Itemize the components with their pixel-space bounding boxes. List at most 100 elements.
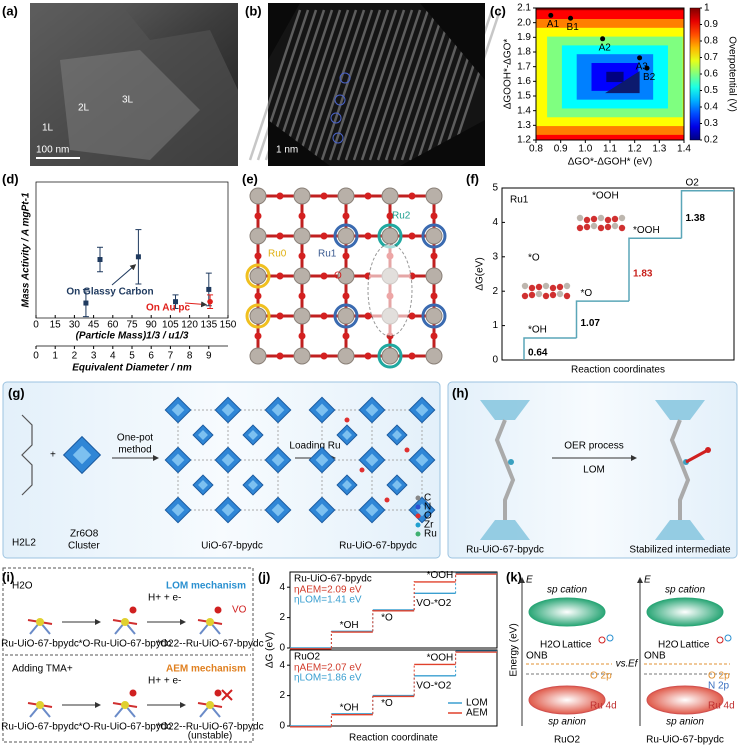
step-label: O2: [686, 177, 700, 188]
o-atom: [254, 212, 262, 220]
y-tick-label: 2: [279, 690, 285, 701]
fringe: [376, 9, 430, 161]
x2-tick-label: 5: [129, 351, 135, 362]
x2-tick-label: 3: [91, 351, 97, 362]
fringe: [336, 9, 390, 161]
legend-label: O: [424, 511, 432, 522]
o-atom: [408, 352, 416, 360]
atom: [563, 292, 571, 300]
x-tick-label: 1.1: [603, 144, 617, 155]
sem-flake: [60, 50, 200, 160]
strut: [655, 400, 705, 420]
note: ηAEM=2.09 eV: [294, 585, 362, 596]
fringe: [352, 9, 406, 161]
x-tick-label: 150: [220, 320, 237, 331]
panel-label: (d): [2, 171, 19, 186]
site-marker: [332, 132, 344, 144]
o-atom: [342, 292, 350, 300]
annotation: On Au pc: [146, 303, 191, 314]
fringe: [320, 9, 374, 161]
caption: *O22--Ru-UiO-67-bpydc: [156, 639, 263, 650]
ru-atom: [337, 267, 355, 285]
colorbar-tick-label: 0.4: [704, 102, 718, 113]
arrow-label: LOM: [583, 465, 605, 476]
state-label: ONB: [526, 651, 548, 662]
o-atom: [320, 352, 328, 360]
y-axis-label: Mass Activity / A mgPt-1: [21, 192, 32, 307]
panel-label: (j): [258, 569, 270, 584]
arrow-label: method: [118, 445, 151, 456]
zr-atom: [206, 618, 214, 626]
o-atom: [298, 332, 306, 340]
ru-atom: [425, 227, 443, 245]
x-tick-label: 1.4: [677, 144, 691, 155]
y-tick-label: 4: [492, 217, 498, 228]
ru-atom: [249, 307, 267, 325]
o-atom: [408, 192, 416, 200]
point: [83, 300, 89, 306]
x-axis-label: Reaction coordinates: [571, 365, 665, 376]
x2-axis-label: Equivalent Diameter / nm: [72, 363, 192, 374]
o-atom: [724, 634, 732, 642]
colorbar-tick-label: 0.6: [704, 69, 718, 80]
ru-atom: [381, 187, 399, 205]
o-atom: [276, 192, 284, 200]
zr-cluster-face: [365, 453, 379, 467]
ru-atom: [293, 347, 311, 365]
o-atom: [705, 447, 711, 453]
o-atom: [364, 192, 372, 200]
colorbar-tick-label: 1: [704, 3, 710, 14]
panel-label: (b): [245, 3, 262, 18]
site-marker: [339, 72, 351, 84]
zr-cluster-face: [198, 480, 208, 490]
o-atom: [320, 232, 328, 240]
o-atom: [342, 332, 350, 340]
sem-flake: [30, 3, 238, 166]
ru-atom: [404, 447, 410, 453]
o-atom: [408, 232, 416, 240]
x2-tick-label: 9: [206, 351, 212, 362]
caption: Stabilized intermediate: [629, 545, 731, 556]
y-tick-label: 1.4: [517, 105, 531, 116]
y-tick-label: 1.7: [517, 61, 531, 72]
atom: [535, 283, 543, 291]
strut: [655, 520, 705, 540]
state-label: *O: [381, 613, 393, 624]
x-tick-label: 0.9: [554, 144, 568, 155]
x-tick-label: 1.3: [652, 144, 666, 155]
axis-letter: E: [644, 575, 651, 586]
linker: [21, 414, 33, 496]
y-tick-label: 0: [279, 721, 285, 732]
colorbar: [689, 7, 701, 141]
x2-tick-label: 8: [187, 351, 193, 362]
arrow-label: Loading Ru: [289, 441, 340, 452]
o-atom: [430, 292, 438, 300]
site-ring: [377, 343, 403, 369]
ru-atom: [425, 347, 443, 365]
x-axis-label: (Particle Mass)1/3 / u1/3: [76, 331, 189, 342]
state-label: *O: [381, 698, 393, 709]
o-atom: [214, 606, 222, 614]
atom: [576, 214, 584, 222]
zr-cluster-face: [72, 445, 92, 465]
y-axis-label: ΔGOOH*-ΔGO*: [503, 39, 514, 110]
state-label: *OH: [340, 702, 359, 713]
y-tick-label: 5: [492, 183, 498, 194]
atom: [556, 290, 564, 298]
atom: [542, 292, 550, 300]
atom: [590, 222, 598, 230]
o-atom: [430, 252, 438, 260]
legend-swatch: [415, 504, 421, 510]
site-marker: [334, 94, 346, 106]
zr-cluster-face: [342, 430, 352, 440]
layer-label: 1L: [42, 123, 54, 134]
state-label: ONB: [644, 651, 666, 662]
caption: (unstable): [188, 731, 232, 742]
lattice: [245, 187, 447, 369]
fringe: [344, 9, 398, 161]
zr-cluster-face: [315, 403, 329, 417]
atom: [521, 292, 529, 300]
o-atom: [408, 312, 416, 320]
linker: [494, 419, 516, 520]
caption: *O22--Ru-UiO-67-bpydc: [156, 722, 263, 733]
